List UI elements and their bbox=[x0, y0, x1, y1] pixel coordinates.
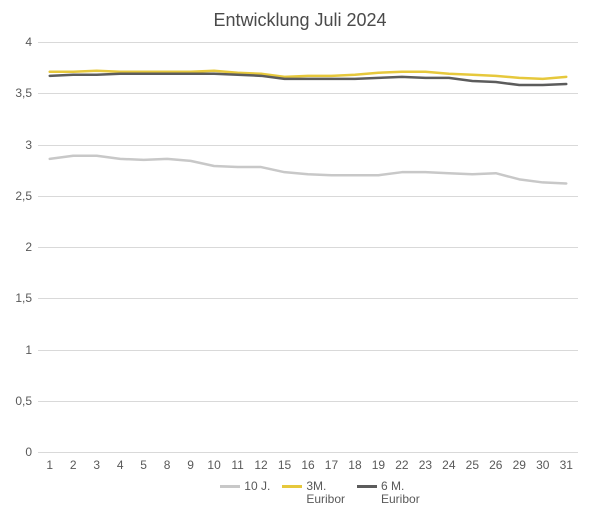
gridline bbox=[38, 196, 578, 197]
x-tick-label: 5 bbox=[140, 452, 147, 472]
x-tick-label: 3 bbox=[93, 452, 100, 472]
legend-swatch bbox=[357, 485, 377, 488]
x-tick-label: 1 bbox=[46, 452, 53, 472]
legend: 10 J. 3M. Euribor 6 M. Euribor bbox=[170, 480, 470, 506]
x-tick-label: 9 bbox=[187, 452, 194, 472]
gridline bbox=[38, 298, 578, 299]
y-tick-label: 0 bbox=[25, 445, 38, 459]
x-tick-label: 11 bbox=[231, 452, 243, 472]
legend-label: 6 M. Euribor bbox=[381, 480, 420, 506]
legend-label: 10 J. bbox=[244, 480, 270, 493]
x-tick-label: 23 bbox=[419, 452, 432, 472]
gridline bbox=[38, 42, 578, 43]
legend-item: 10 J. bbox=[220, 480, 270, 493]
series-line bbox=[50, 156, 567, 184]
x-tick-label: 2 bbox=[70, 452, 77, 472]
y-tick-label: 1 bbox=[25, 343, 38, 357]
x-tick-label: 8 bbox=[164, 452, 171, 472]
y-tick-label: 2 bbox=[25, 240, 38, 254]
chart-container: Entwicklung Juli 2024 00,511,522,533,541… bbox=[0, 0, 600, 530]
x-tick-label: 25 bbox=[466, 452, 479, 472]
y-tick-label: 3 bbox=[25, 138, 38, 152]
y-tick-label: 3,5 bbox=[15, 86, 38, 100]
x-tick-label: 26 bbox=[489, 452, 502, 472]
x-tick-label: 29 bbox=[513, 452, 526, 472]
y-tick-label: 2,5 bbox=[15, 189, 38, 203]
plot-area: 00,511,522,533,5412345891011121516171819… bbox=[38, 42, 578, 452]
x-tick-label: 16 bbox=[301, 452, 314, 472]
x-tick-label: 10 bbox=[207, 452, 220, 472]
x-tick-label: 12 bbox=[254, 452, 267, 472]
gridline bbox=[38, 145, 578, 146]
y-tick-label: 4 bbox=[25, 35, 38, 49]
x-tick-label: 18 bbox=[348, 452, 361, 472]
x-tick-label: 31 bbox=[560, 452, 573, 472]
legend-item: 6 M. Euribor bbox=[357, 480, 420, 506]
gridline bbox=[38, 247, 578, 248]
x-tick-label: 17 bbox=[325, 452, 338, 472]
chart-title: Entwicklung Juli 2024 bbox=[0, 10, 600, 31]
x-tick-label: 22 bbox=[395, 452, 408, 472]
x-tick-label: 19 bbox=[372, 452, 385, 472]
legend-swatch bbox=[220, 485, 240, 488]
legend-label: 3M. Euribor bbox=[306, 480, 345, 506]
gridline bbox=[38, 93, 578, 94]
x-tick-label: 24 bbox=[442, 452, 455, 472]
legend-item: 3M. Euribor bbox=[282, 480, 345, 506]
x-tick-label: 4 bbox=[117, 452, 124, 472]
x-tick-label: 15 bbox=[278, 452, 291, 472]
y-tick-label: 1,5 bbox=[15, 291, 38, 305]
y-tick-label: 0,5 bbox=[15, 394, 38, 408]
legend-swatch bbox=[282, 485, 302, 488]
gridline bbox=[38, 350, 578, 351]
gridline bbox=[38, 401, 578, 402]
x-tick-label: 30 bbox=[536, 452, 549, 472]
